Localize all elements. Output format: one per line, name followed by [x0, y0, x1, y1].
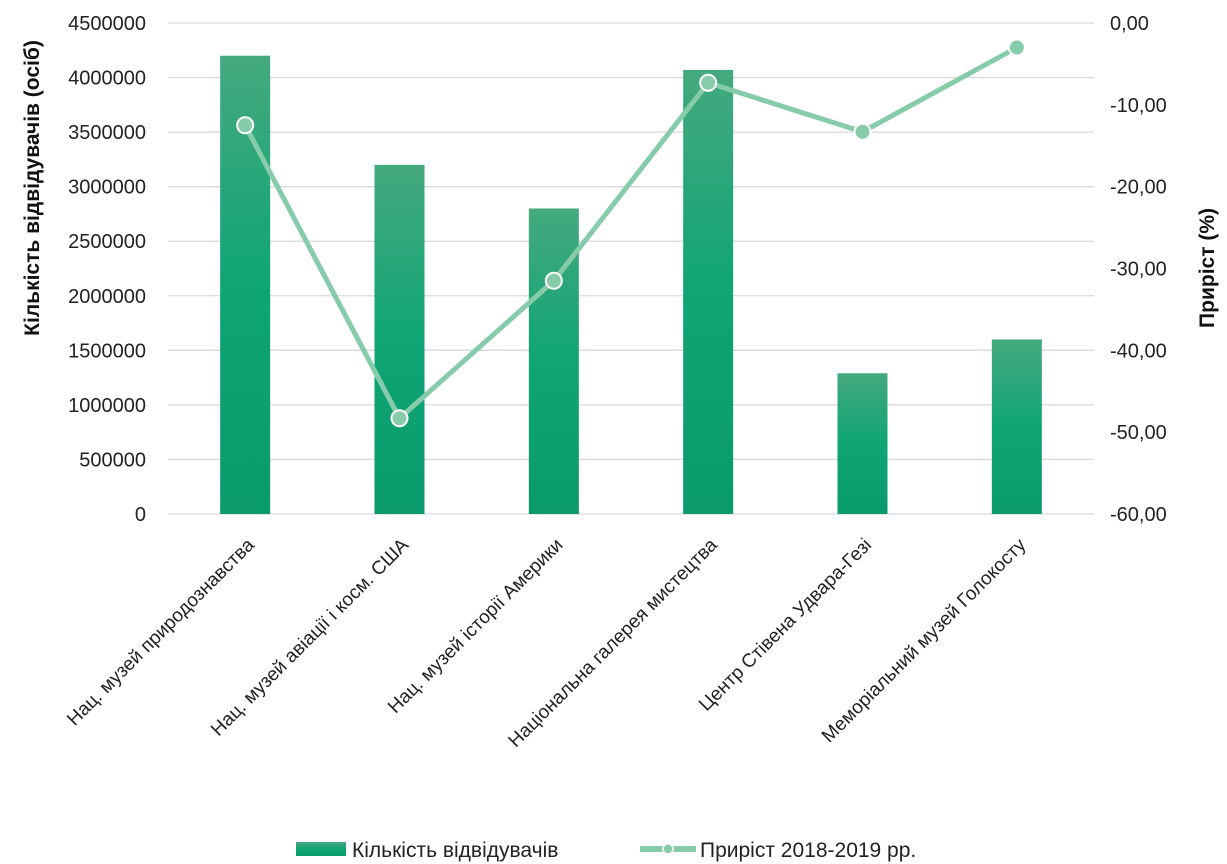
legend-bar-label: Кількість відвідувачів: [352, 839, 558, 862]
left-tick-label: 2000000: [68, 286, 146, 308]
bar: [837, 373, 888, 514]
right-tick-label: -10,00: [1110, 95, 1167, 117]
bar: [991, 339, 1042, 514]
right-axis-title: Приріст (%): [1196, 208, 1219, 328]
line-point: [1007, 38, 1026, 57]
legend-line-label: Приріст 2018-2019 рр.: [700, 839, 916, 862]
bar: [374, 164, 425, 514]
right-tick-label: 0,00: [1110, 13, 1149, 35]
line-point: [390, 409, 409, 428]
growth-line: [242, 45, 1020, 421]
left-tick-label: 4000000: [68, 68, 146, 90]
line-point: [699, 73, 718, 92]
left-tick-label: 0: [135, 504, 146, 526]
left-tick-label: 1500000: [68, 340, 146, 362]
right-tick-label: -40,00: [1110, 340, 1167, 362]
left-axis-ticks: 0 500000 1000000 1500000 2000000 2500000 30000…: [68, 13, 146, 526]
category-label: Нац. музей природознавства: [63, 534, 259, 730]
right-axis-ticks: -60,00 -50,00 -40,00 -30,00 -20,00 -10,00 0,00: [1110, 13, 1167, 526]
right-tick-label: -60,00: [1110, 504, 1167, 526]
line-point: [853, 122, 872, 141]
left-tick-label: 3000000: [68, 177, 146, 199]
line-series: [236, 38, 1026, 428]
bar: [683, 69, 734, 514]
legend-bar-swatch: [296, 842, 346, 856]
category-label: Нац. музей історії Америки: [384, 535, 567, 718]
left-tick-label: 2500000: [68, 231, 146, 253]
legend-line-marker: [662, 843, 674, 855]
legend: Кількість відвідувачів Приріст 2018-2019…: [296, 839, 916, 862]
right-tick-label: -30,00: [1110, 259, 1167, 281]
left-axis-title: Кількість відвідувачів (осіб): [21, 40, 44, 336]
left-tick-label: 1000000: [68, 395, 146, 417]
line-point: [544, 271, 563, 290]
left-tick-label: 4500000: [68, 13, 146, 35]
bar-series: [220, 55, 1042, 514]
left-tick-label: 500000: [79, 449, 146, 471]
left-tick-label: 3500000: [68, 122, 146, 144]
right-tick-label: -20,00: [1110, 177, 1167, 199]
line-point: [236, 116, 255, 135]
category-label: Центр Стівена Удвара-Гезі: [695, 535, 876, 716]
gridlines: [168, 22, 1094, 515]
right-tick-label: -50,00: [1110, 422, 1167, 444]
